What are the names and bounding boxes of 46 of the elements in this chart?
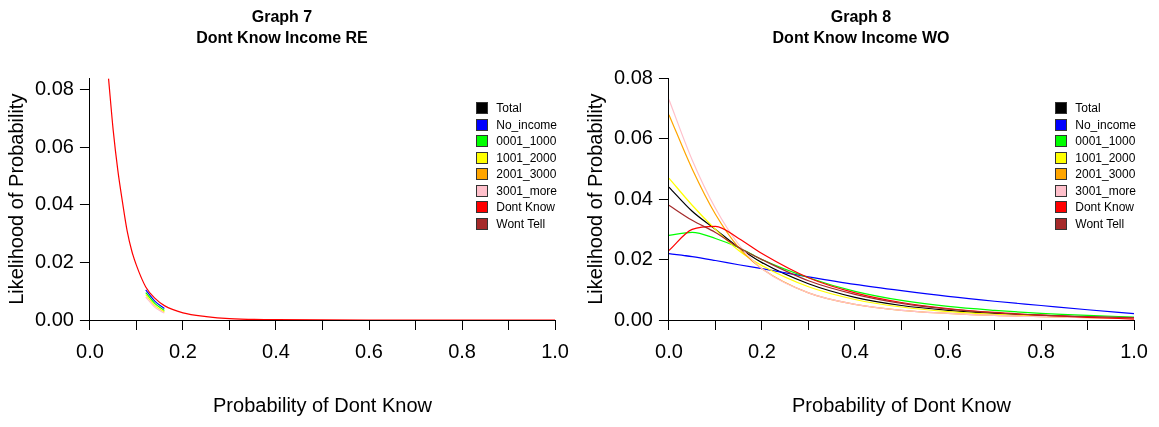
y-tick-label: 0.04 <box>613 186 653 209</box>
legend-label: Total <box>496 100 522 117</box>
x-tick-label: 0.6 <box>355 339 383 362</box>
legend-label: Total <box>1075 100 1101 117</box>
y-tick-label: 0.02 <box>34 249 74 272</box>
x-tick-label: 0.2 <box>748 339 776 362</box>
chart-subtitle: Dont Know Income RE <box>196 29 369 47</box>
x-axis-title: Probability of Dont Know <box>792 393 1012 416</box>
legend-label: 1001_2000 <box>496 149 557 166</box>
legend-label: 0001_1000 <box>1075 133 1136 150</box>
x-tick-label: 0.4 <box>262 339 290 362</box>
legend-label: 1001_2000 <box>1075 149 1136 166</box>
chart-title: Graph 8 <box>830 8 892 26</box>
x-tick-label: 0.6 <box>934 339 962 362</box>
chart-subtitle: Dont Know Income WO <box>772 29 950 47</box>
legend-label: No_income <box>496 116 557 133</box>
legend-label: 2001_3000 <box>496 166 557 183</box>
y-tick-label: 0.06 <box>613 126 653 149</box>
x-tick-label: 0.0 <box>655 339 683 362</box>
legend-label: 3001_more <box>496 182 557 199</box>
x-tick-label: 0.2 <box>169 339 197 362</box>
x-tick-label: 0.8 <box>1027 339 1055 362</box>
legend-label: 2001_3000 <box>1075 166 1136 183</box>
y-axis-title: Likelihood of Probability <box>583 93 606 305</box>
chart-title: Graph 7 <box>251 8 313 26</box>
x-tick-label: 0.4 <box>841 339 869 362</box>
legend-label: Wont Tell <box>496 215 546 232</box>
legend-label: 3001_more <box>1075 182 1136 199</box>
legend-label: Wont Tell <box>1075 215 1125 232</box>
x-tick-label: 0.0 <box>76 339 104 362</box>
legend-label: Dont Know <box>1075 199 1134 216</box>
legend-label: Dont Know <box>496 199 555 216</box>
y-tick-label: 0.00 <box>613 307 653 330</box>
y-tick-label: 0.04 <box>34 192 74 215</box>
x-tick-label: 1.0 <box>1120 339 1148 362</box>
legend-label: No_income <box>1075 116 1136 133</box>
y-tick-label: 0.06 <box>34 134 74 157</box>
x-tick-label: 0.8 <box>448 339 476 362</box>
y-tick-label: 0.00 <box>34 307 74 330</box>
x-axis-title: Probability of Dont Know <box>213 393 433 416</box>
y-axis-title: Likelihood of Probability <box>4 93 27 305</box>
legend-label: 0001_1000 <box>496 133 557 150</box>
y-tick-label: 0.08 <box>613 65 653 88</box>
y-tick-label: 0.08 <box>34 77 74 100</box>
x-tick-label: 1.0 <box>541 339 569 362</box>
y-tick-label: 0.02 <box>613 247 653 270</box>
